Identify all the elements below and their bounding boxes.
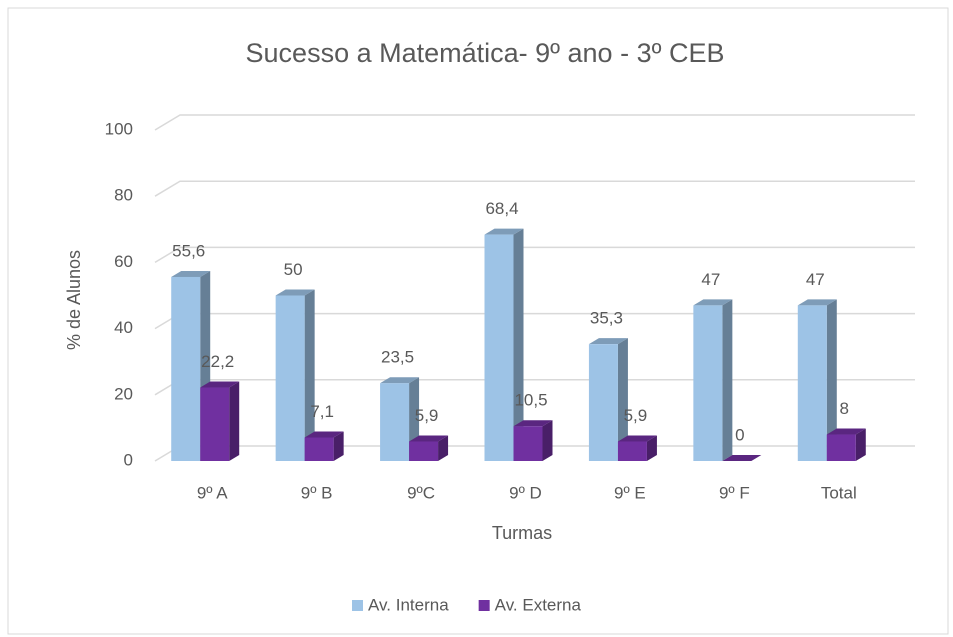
bar-side: [438, 435, 449, 461]
bar: [826, 434, 856, 461]
chart-title: Sucesso a Matemática- 9º ano - 3º CEB: [246, 38, 725, 68]
bar: [693, 305, 723, 461]
bar: [200, 387, 230, 461]
bar-side: [513, 228, 524, 461]
bar-top: [826, 428, 866, 435]
bar-side: [229, 381, 240, 461]
bar-top: [588, 338, 628, 345]
data-label: 0: [735, 425, 744, 444]
data-label: 47: [701, 270, 720, 289]
data-label: 8: [840, 399, 849, 418]
x-tick-label: 9ºC: [407, 483, 435, 502]
data-label: 55,6: [172, 241, 205, 260]
y-tick-label: 100: [105, 119, 133, 138]
bar-top: [693, 299, 733, 306]
y-tick-label: 0: [124, 450, 133, 469]
bar: [588, 344, 618, 461]
bar-side: [304, 289, 315, 461]
bar: [171, 276, 201, 461]
legend-label: Av. Externa: [495, 595, 582, 614]
bar-top: [380, 377, 420, 384]
grid-line: [154, 180, 915, 197]
bar: [380, 383, 410, 461]
data-label: 23,5: [381, 348, 414, 367]
bar-top: [797, 299, 837, 306]
chart-border: [7, 7, 949, 635]
bar: [797, 305, 827, 461]
grid-line: [154, 246, 915, 264]
bar-side: [826, 299, 837, 461]
bar-top: [304, 431, 344, 438]
bar-side: [542, 420, 553, 461]
bar-top: [617, 435, 657, 442]
bar-side: [617, 338, 628, 461]
bar-top: [409, 435, 449, 442]
bar: [409, 441, 439, 461]
data-label: 5,9: [624, 406, 648, 425]
legend-swatch: [352, 600, 363, 611]
data-label: 47: [806, 270, 825, 289]
bar-top: [200, 381, 240, 388]
bar-top: [171, 270, 211, 277]
data-label: 50: [284, 260, 303, 279]
bar: [617, 441, 647, 461]
bar-side: [646, 435, 657, 461]
x-axis-title: Turmas: [492, 523, 552, 543]
data-label: 35,3: [590, 309, 623, 328]
x-tick-label: 9º E: [614, 483, 646, 502]
bar-side: [722, 299, 733, 461]
bar: [304, 437, 334, 461]
x-tick-label: Total: [821, 483, 857, 502]
bar-top: [513, 420, 553, 427]
bar-side: [855, 428, 866, 461]
bar-top: [275, 289, 315, 296]
data-label: 7,1: [310, 402, 334, 421]
y-tick-label: 80: [114, 186, 133, 205]
y-tick-label: 20: [114, 384, 133, 403]
x-tick-label: 9º A: [197, 483, 228, 502]
grid-line: [154, 114, 915, 131]
x-tick-label: 9º F: [719, 483, 750, 502]
bar: [275, 295, 305, 461]
data-label: 22,2: [201, 352, 234, 371]
bar: [513, 426, 543, 461]
legend-label: Av. Interna: [368, 595, 449, 614]
y-tick-label: 60: [114, 252, 133, 271]
legend-swatch: [478, 600, 490, 611]
bar: [484, 234, 514, 461]
bar-top: [722, 455, 762, 461]
bar-side: [333, 431, 344, 461]
data-label: 10,5: [514, 391, 547, 410]
data-label: 68,4: [485, 199, 518, 218]
x-tick-label: 9º B: [301, 483, 333, 502]
data-label: 5,9: [415, 406, 439, 425]
x-tick-label: 9º D: [509, 483, 542, 502]
bar-top: [484, 228, 524, 235]
y-tick-label: 40: [114, 318, 133, 337]
y-axis-title: % de Alunos: [64, 250, 84, 350]
